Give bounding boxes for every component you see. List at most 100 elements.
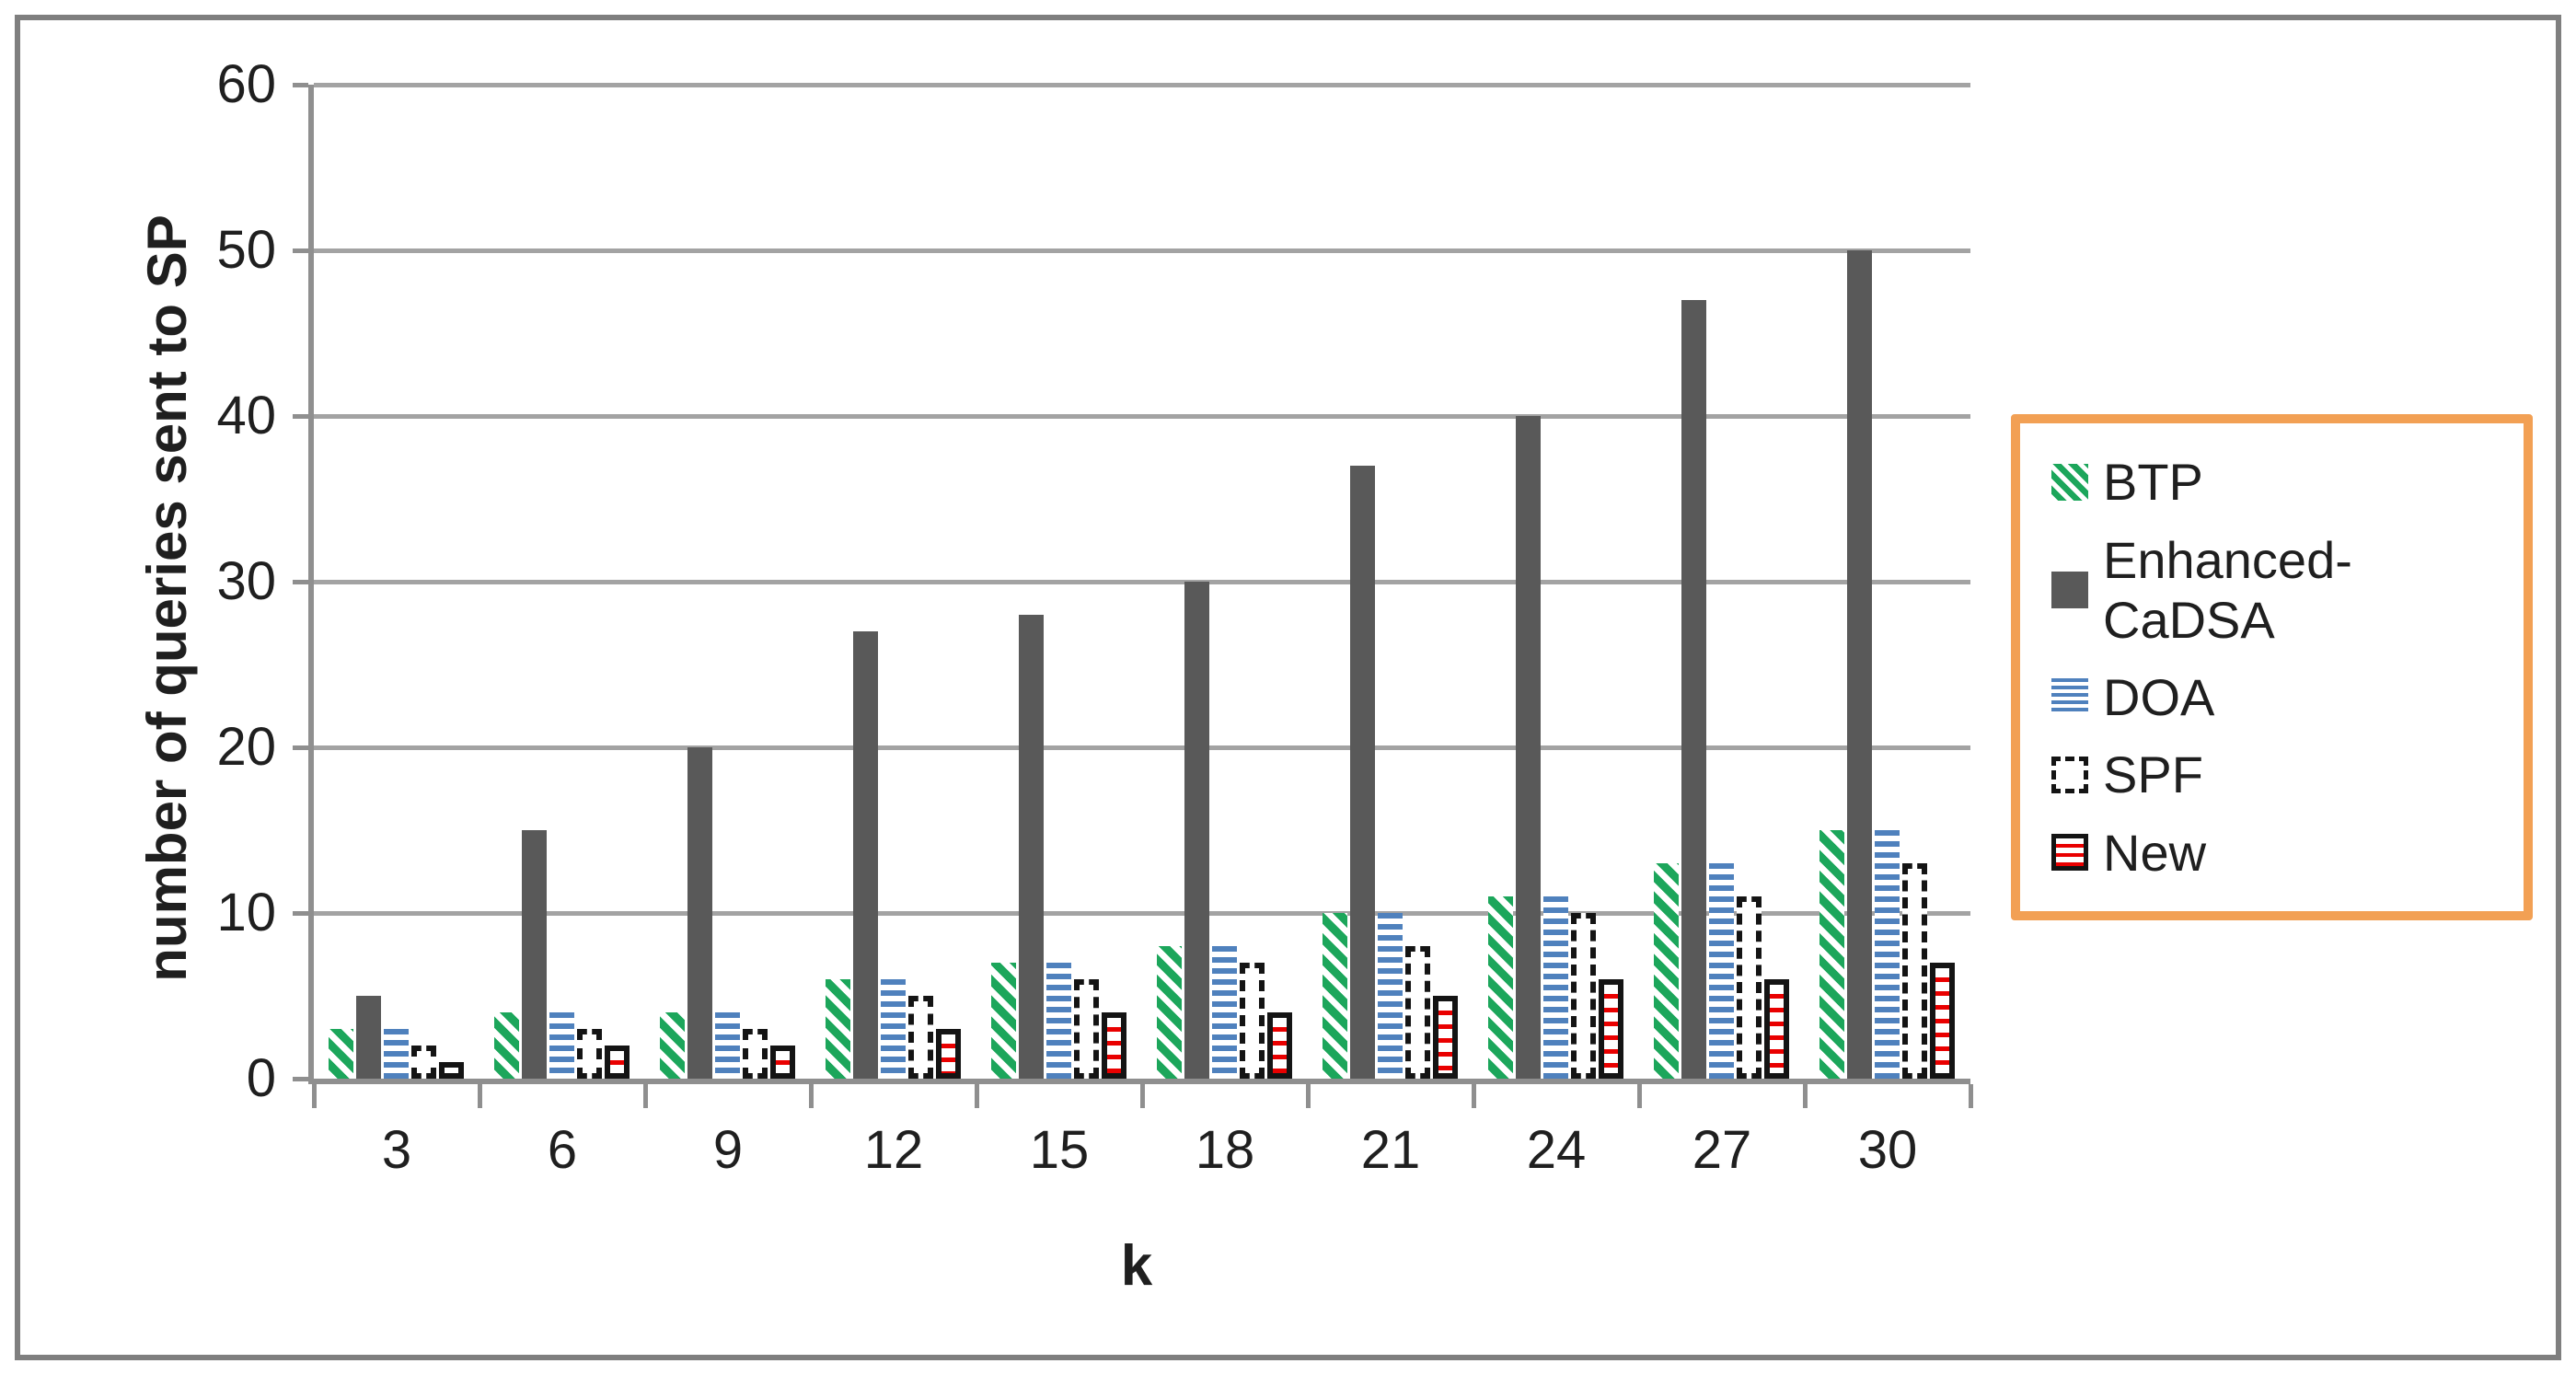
x-tick-1 xyxy=(478,1084,482,1108)
legend-swatch-spf-dashed-outline-icon xyxy=(2051,756,2088,793)
bar-spf-k9 xyxy=(743,1029,768,1079)
legend-swatch-btp-green-hatch-icon xyxy=(2051,463,2088,501)
bar-btp-k30 xyxy=(1819,830,1844,1079)
bar-doa-k30 xyxy=(1875,830,1900,1079)
x-tick-5 xyxy=(1140,1084,1145,1108)
x-axis-label-12: 12 xyxy=(863,1120,924,1180)
bar-new-k12 xyxy=(936,1029,961,1079)
x-tick-7 xyxy=(1472,1084,1476,1108)
x-axis-title: k xyxy=(1120,1234,1153,1298)
legend-item-spf: SPF xyxy=(2051,745,2514,804)
y-axis-label-10: 10 xyxy=(216,883,276,942)
y-axis-label-20: 20 xyxy=(216,717,276,777)
legend-label-spf: SPF xyxy=(2103,745,2203,804)
x-axis-label-24: 24 xyxy=(1526,1120,1587,1180)
bar-group-k27 xyxy=(1639,85,1805,1079)
bar-btp-k27 xyxy=(1654,863,1679,1079)
legend-label-new: New xyxy=(2103,823,2207,882)
y-axis-label-30: 30 xyxy=(216,551,276,611)
bar-btp-k6 xyxy=(494,1012,519,1079)
y-tick-60 xyxy=(293,83,308,87)
bar-spf-k24 xyxy=(1571,913,1596,1079)
x-axis-label-30: 30 xyxy=(1857,1120,1918,1180)
gridline-y50 xyxy=(314,248,1970,253)
y-tick-30 xyxy=(293,580,308,584)
x-tick-0 xyxy=(312,1084,317,1108)
bar-spf-k12 xyxy=(908,996,933,1079)
bar-enhanced-cadsa-k12 xyxy=(853,631,878,1079)
x-tick-8 xyxy=(1637,1084,1642,1108)
bar-doa-k9 xyxy=(715,1012,740,1079)
x-axis-label-3: 3 xyxy=(381,1120,412,1180)
bar-enhanced-cadsa-k3 xyxy=(356,996,381,1079)
bar-btp-k12 xyxy=(826,979,850,1079)
legend-swatch-doa-blue-lines-icon xyxy=(2051,678,2088,716)
bar-new-k21 xyxy=(1433,996,1458,1079)
x-axis-label-27: 27 xyxy=(1692,1120,1752,1180)
bar-doa-k3 xyxy=(384,1029,409,1079)
legend: BTP Enhanced-CaDSA DOA SPF New xyxy=(2011,414,2533,920)
legend-label-btp: BTP xyxy=(2103,453,2203,512)
x-axis-label-15: 15 xyxy=(1029,1120,1090,1180)
bar-spf-k30 xyxy=(1902,863,1927,1079)
bar-new-k27 xyxy=(1764,979,1789,1079)
x-tick-2 xyxy=(643,1084,648,1108)
legend-swatch-enhanced-cadsa-gray-icon xyxy=(2051,571,2088,608)
y-tick-20 xyxy=(293,745,308,750)
gridline-y40 xyxy=(314,414,1970,419)
bar-group-k21 xyxy=(1308,85,1473,1079)
gridline-y20 xyxy=(314,745,1970,750)
legend-item-doa: DOA xyxy=(2051,667,2514,727)
bar-enhanced-cadsa-k24 xyxy=(1516,416,1541,1079)
figure-border xyxy=(15,15,2561,1360)
bar-group-k24 xyxy=(1473,85,1639,1079)
x-axis-label-9: 9 xyxy=(712,1120,744,1180)
bar-doa-k15 xyxy=(1046,963,1071,1079)
bar-doa-k21 xyxy=(1378,913,1403,1079)
x-tick-9 xyxy=(1803,1084,1808,1108)
legend-label-enhanced-cadsa: Enhanced-CaDSA xyxy=(2103,530,2352,649)
y-tick-10 xyxy=(293,911,308,916)
bar-group-k18 xyxy=(1142,85,1308,1079)
bar-btp-k15 xyxy=(991,963,1016,1079)
legend-swatch-new-red-lines-icon xyxy=(2051,834,2088,872)
y-axis-label-60: 60 xyxy=(216,54,276,114)
legend-item-enhanced-cadsa: Enhanced-CaDSA xyxy=(2051,530,2514,650)
bar-doa-k24 xyxy=(1543,896,1568,1079)
bar-group-k9 xyxy=(645,85,811,1079)
bar-group-k30 xyxy=(1805,85,1970,1079)
x-axis-label-6: 6 xyxy=(547,1120,578,1180)
gridline-y60 xyxy=(314,83,1970,87)
bar-new-k6 xyxy=(605,1046,630,1079)
y-axis-label-0: 0 xyxy=(246,1048,276,1108)
y-axis-label-50: 50 xyxy=(216,220,276,280)
bar-group-k6 xyxy=(479,85,645,1079)
bar-doa-k18 xyxy=(1212,946,1237,1079)
legend-label-doa: DOA xyxy=(2103,667,2215,726)
x-tick-6 xyxy=(1306,1084,1311,1108)
bar-enhanced-cadsa-k27 xyxy=(1681,300,1706,1079)
bar-enhanced-cadsa-k30 xyxy=(1847,250,1872,1079)
bar-new-k15 xyxy=(1102,1012,1126,1079)
bar-new-k18 xyxy=(1267,1012,1292,1079)
bar-enhanced-cadsa-k6 xyxy=(522,830,547,1079)
bar-spf-k15 xyxy=(1074,979,1099,1079)
bar-btp-k21 xyxy=(1323,913,1347,1079)
bar-group-k12 xyxy=(811,85,976,1079)
bar-new-k9 xyxy=(770,1046,795,1079)
bar-group-k15 xyxy=(976,85,1142,1079)
bar-doa-k6 xyxy=(549,1012,574,1079)
bar-spf-k21 xyxy=(1405,946,1430,1079)
x-tick-10 xyxy=(1969,1084,1973,1108)
bar-spf-k6 xyxy=(577,1029,602,1079)
plot-area: 3 6 9 12 15 18 21 24 27 30 xyxy=(293,83,1973,1180)
x-axis-label-21: 21 xyxy=(1360,1120,1421,1180)
bar-new-k3 xyxy=(439,1062,464,1079)
y-tick-40 xyxy=(293,414,308,419)
bar-spf-k18 xyxy=(1240,963,1265,1079)
legend-item-new: New xyxy=(2051,823,2514,883)
bar-spf-k27 xyxy=(1737,896,1762,1079)
bar-btp-k3 xyxy=(329,1029,353,1079)
bar-group-k3 xyxy=(314,85,479,1079)
